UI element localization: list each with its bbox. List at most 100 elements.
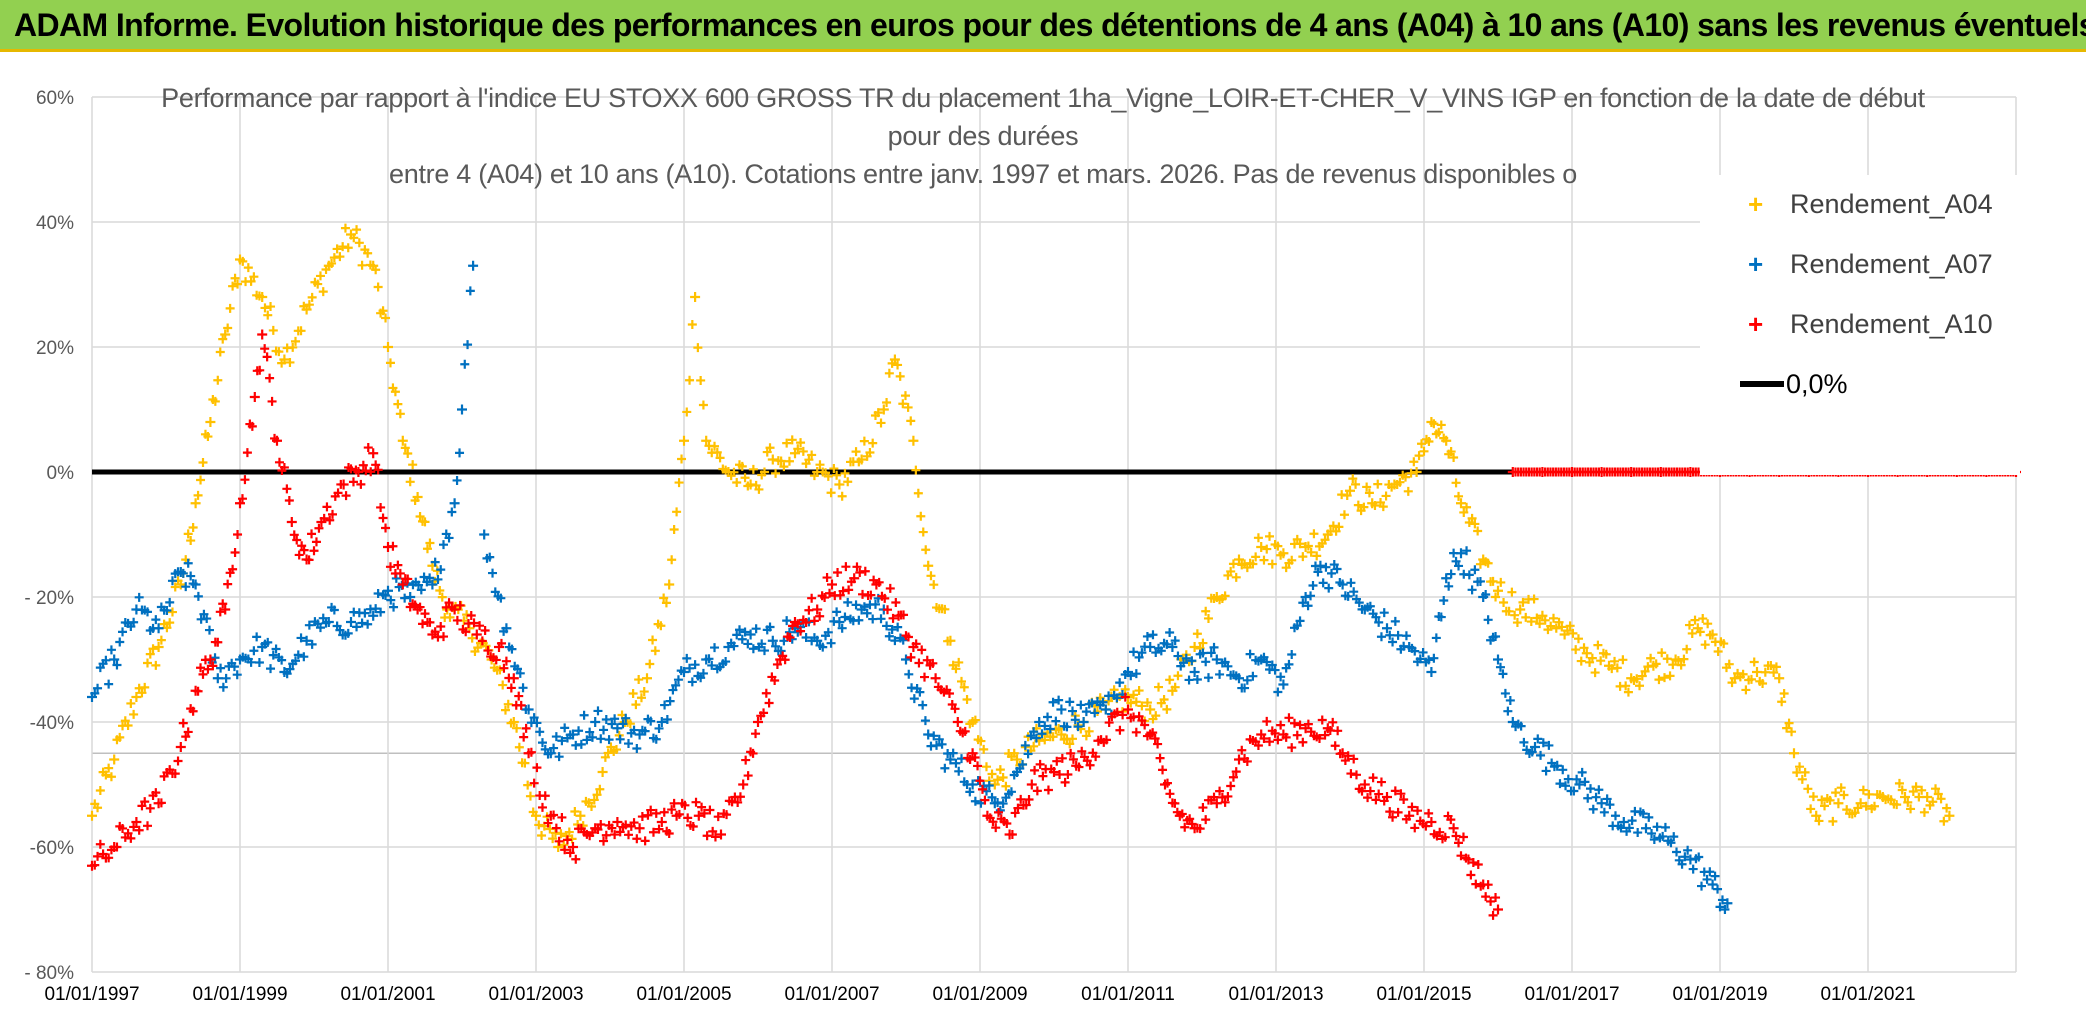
data-point xyxy=(430,557,440,567)
data-point xyxy=(834,617,845,627)
data-point xyxy=(1242,675,1252,685)
data-point xyxy=(1226,566,1236,576)
data-point xyxy=(140,682,150,692)
data-point xyxy=(1320,730,1330,740)
data-point xyxy=(284,496,294,506)
data-point xyxy=(611,745,621,755)
data-point xyxy=(994,807,1003,817)
data-point xyxy=(1473,859,1483,869)
data-point xyxy=(807,450,817,460)
data-point xyxy=(1077,746,1087,756)
data-point xyxy=(525,791,535,801)
data-point xyxy=(710,643,720,653)
data-point xyxy=(368,448,379,459)
data-point xyxy=(1066,748,1076,758)
data-point xyxy=(1933,789,1943,799)
legend-line-zero xyxy=(1740,381,1784,387)
data-point xyxy=(190,498,201,509)
data-point xyxy=(1349,587,1359,597)
y-tick-label: 0% xyxy=(47,463,75,484)
data-point xyxy=(576,739,586,749)
data-point xyxy=(1850,808,1860,818)
data-point xyxy=(1577,767,1587,777)
data-point xyxy=(624,830,633,840)
data-point xyxy=(1346,578,1356,588)
data-point xyxy=(349,233,359,243)
data-point xyxy=(596,820,606,830)
data-point xyxy=(1942,803,1952,813)
data-point xyxy=(683,813,693,823)
data-point xyxy=(1914,792,1924,802)
data-point xyxy=(1593,640,1603,650)
data-point xyxy=(1441,435,1452,446)
data-point xyxy=(1273,541,1283,551)
data-point xyxy=(143,658,152,668)
data-point xyxy=(348,477,358,487)
data-point xyxy=(1532,613,1542,623)
data-point xyxy=(104,763,114,773)
data-point xyxy=(1459,507,1469,517)
data-point xyxy=(793,619,803,629)
data-point xyxy=(661,598,671,608)
data-point xyxy=(1376,777,1386,787)
data-point xyxy=(951,758,961,768)
data-point xyxy=(970,796,980,806)
data-point xyxy=(247,421,257,431)
data-point xyxy=(1245,649,1255,659)
data-point xyxy=(134,592,144,602)
data-point xyxy=(153,623,164,634)
data-point xyxy=(1137,648,1147,658)
data-point xyxy=(1234,554,1244,565)
data-point xyxy=(353,467,364,477)
data-point xyxy=(1458,832,1468,842)
data-point xyxy=(381,313,391,323)
data-point xyxy=(293,650,303,660)
data-point xyxy=(162,605,172,615)
data-point xyxy=(1738,669,1748,679)
data-point xyxy=(381,523,391,533)
data-point xyxy=(1419,446,1429,456)
data-point xyxy=(1803,784,1813,794)
data-point xyxy=(343,628,353,638)
data-point xyxy=(826,638,836,648)
data-point xyxy=(1150,733,1160,743)
legend-marker-a10: + xyxy=(1748,309,1764,339)
data-point xyxy=(461,627,471,637)
data-point xyxy=(1464,570,1474,580)
data-point xyxy=(1426,667,1437,677)
data-point xyxy=(363,619,373,629)
data-point xyxy=(1451,556,1461,566)
data-point xyxy=(1009,748,1019,758)
data-point xyxy=(854,615,864,625)
data-point xyxy=(1063,769,1073,779)
data-point xyxy=(639,687,649,697)
data-point xyxy=(291,656,300,666)
data-point xyxy=(868,614,878,624)
data-point xyxy=(779,462,789,472)
data-point xyxy=(455,448,465,458)
data-point xyxy=(1864,789,1874,799)
data-point xyxy=(761,688,771,698)
data-point xyxy=(765,443,775,453)
data-point xyxy=(143,821,152,831)
data-point xyxy=(1529,594,1539,604)
data-point xyxy=(1137,701,1147,711)
data-point xyxy=(954,766,964,776)
data-point xyxy=(1599,807,1609,817)
data-point xyxy=(1688,864,1698,874)
data-point xyxy=(170,582,180,592)
data-point xyxy=(691,797,701,807)
data-point xyxy=(1314,733,1324,743)
data-point xyxy=(1029,741,1039,751)
data-point xyxy=(862,608,872,618)
data-point xyxy=(562,835,572,845)
data-point xyxy=(607,719,617,729)
data-point xyxy=(223,323,233,333)
data-point xyxy=(1939,816,1949,826)
data-point xyxy=(540,791,550,801)
data-point xyxy=(352,622,362,632)
data-point xyxy=(1228,559,1238,569)
data-point xyxy=(1388,812,1398,822)
data-point xyxy=(855,568,865,578)
data-point xyxy=(1251,552,1261,562)
